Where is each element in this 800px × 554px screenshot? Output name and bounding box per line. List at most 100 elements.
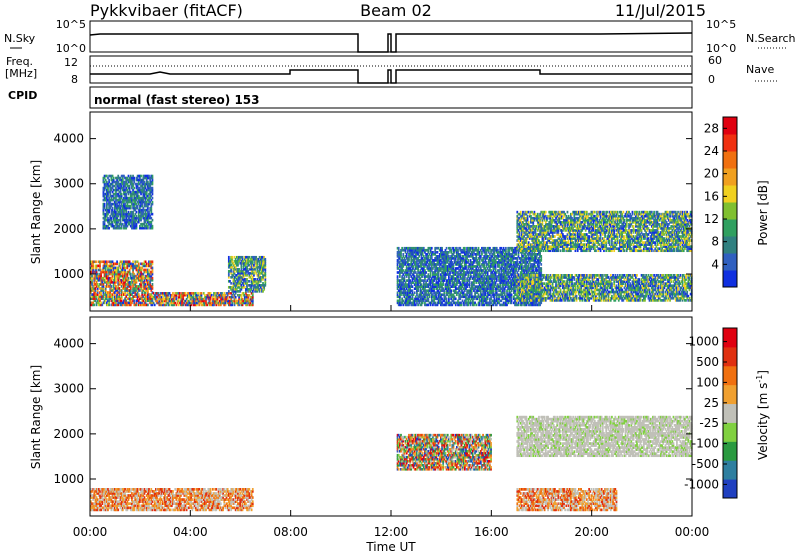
heatmap-cell <box>450 303 453 307</box>
heatmap-cell <box>412 303 415 307</box>
heatmap-cell <box>142 295 145 298</box>
heatmap-cell <box>398 285 401 288</box>
heatmap-cell <box>144 198 147 202</box>
heatmap-cell <box>246 259 248 263</box>
heatmap-cell <box>235 261 238 265</box>
heatmap-cell <box>109 186 112 190</box>
heatmap-cell <box>175 295 178 299</box>
heatmap-cell <box>170 293 173 297</box>
heatmap-cell <box>505 301 507 305</box>
heatmap-cell <box>257 286 260 289</box>
heatmap-cell <box>107 208 109 212</box>
heatmap-cell <box>119 264 122 268</box>
heatmap-cell <box>150 204 153 208</box>
heatmap-cell <box>509 263 512 266</box>
heatmap-cell <box>186 292 189 295</box>
heatmap-cell <box>491 252 494 256</box>
heatmap-cell <box>462 271 465 274</box>
heatmap-cell <box>242 265 245 269</box>
heatmap-cell <box>512 277 515 280</box>
heatmap-cell <box>465 259 467 262</box>
heatmap-cell <box>103 299 106 303</box>
heatmap-cell <box>143 276 146 280</box>
heatmap-cell <box>125 266 128 270</box>
heatmap-cell <box>489 303 491 307</box>
heatmap-cell <box>451 255 454 258</box>
heatmap-cell <box>148 186 150 190</box>
heatmap-cell <box>479 299 482 303</box>
heatmap-cell <box>245 280 247 283</box>
heatmap-cell <box>233 284 236 287</box>
heatmap-cell <box>109 293 112 296</box>
heatmap-cell <box>499 283 502 286</box>
heatmap-cell <box>514 287 516 291</box>
heatmap-cell <box>139 226 141 230</box>
heatmap-cell <box>137 174 140 178</box>
heatmap-cell <box>144 204 147 208</box>
heatmap-cell <box>242 271 245 275</box>
heatmap-cell <box>466 285 468 288</box>
heatmap-cell <box>261 288 263 291</box>
heatmap-cell <box>403 246 406 250</box>
heatmap-cell <box>234 273 237 277</box>
heatmap-cell <box>414 263 417 266</box>
heatmap-cell <box>233 271 236 275</box>
heatmap-cell <box>436 257 439 260</box>
heatmap-cell <box>217 295 220 299</box>
heatmap-cell <box>441 267 443 270</box>
heatmap-cell <box>452 281 455 284</box>
heatmap-cell <box>240 288 243 291</box>
heatmap-cell <box>471 285 474 288</box>
heatmap-cell <box>503 289 506 293</box>
heatmap-cell <box>450 250 453 254</box>
heatmap-cell <box>497 252 499 256</box>
heatmap-cell <box>494 289 497 293</box>
heatmap-cell <box>205 299 207 303</box>
heatmap-cell <box>477 295 480 299</box>
heatmap-cell <box>507 287 510 291</box>
heatmap-cell <box>125 272 128 276</box>
heatmap-cell <box>412 246 415 250</box>
heatmap-cell <box>256 257 259 261</box>
heatmap-cell <box>517 269 520 272</box>
heatmap-cell <box>450 277 453 280</box>
heatmap-cell <box>108 297 110 301</box>
heatmap-cell <box>132 287 134 290</box>
heatmap-cell <box>95 270 98 274</box>
heatmap-cell <box>419 246 422 250</box>
heatmap-cell <box>491 259 494 262</box>
heatmap-cell <box>514 263 516 266</box>
heatmap-cell <box>248 263 251 267</box>
heatmap-cell <box>208 299 211 303</box>
heatmap-cell <box>492 265 495 268</box>
heatmap-cell <box>473 261 475 264</box>
heatmap-cell <box>444 259 447 262</box>
heatmap-cell <box>108 196 110 200</box>
heatmap-cell <box>497 293 499 297</box>
heatmap-cell <box>471 261 474 264</box>
heatmap-cell <box>411 273 414 276</box>
heatmap-cell <box>140 212 142 216</box>
heatmap-cell <box>514 261 516 264</box>
heatmap-cell <box>124 218 126 222</box>
heatmap-cell <box>104 212 107 216</box>
heatmap-cell <box>261 284 263 287</box>
heatmap-cell <box>441 275 443 278</box>
heatmap-cell <box>177 297 180 301</box>
heatmap-cell <box>159 292 162 295</box>
heatmap-cell <box>476 297 479 301</box>
heatmap-cell <box>147 214 149 218</box>
heatmap-cell <box>502 275 505 278</box>
heatmap-cell <box>108 184 110 188</box>
heatmap-cell <box>91 260 93 264</box>
heatmap-cell <box>435 303 438 307</box>
heatmap-cell <box>117 218 120 222</box>
heatmap-cell <box>516 248 519 252</box>
heatmap-cell <box>105 210 108 214</box>
heatmap-cell <box>144 293 147 296</box>
heatmap-cell <box>142 276 145 280</box>
heatmap-cell <box>264 282 267 285</box>
heatmap-cell <box>257 259 260 263</box>
heatmap-cell <box>110 285 113 288</box>
heatmap-cell <box>127 278 130 282</box>
